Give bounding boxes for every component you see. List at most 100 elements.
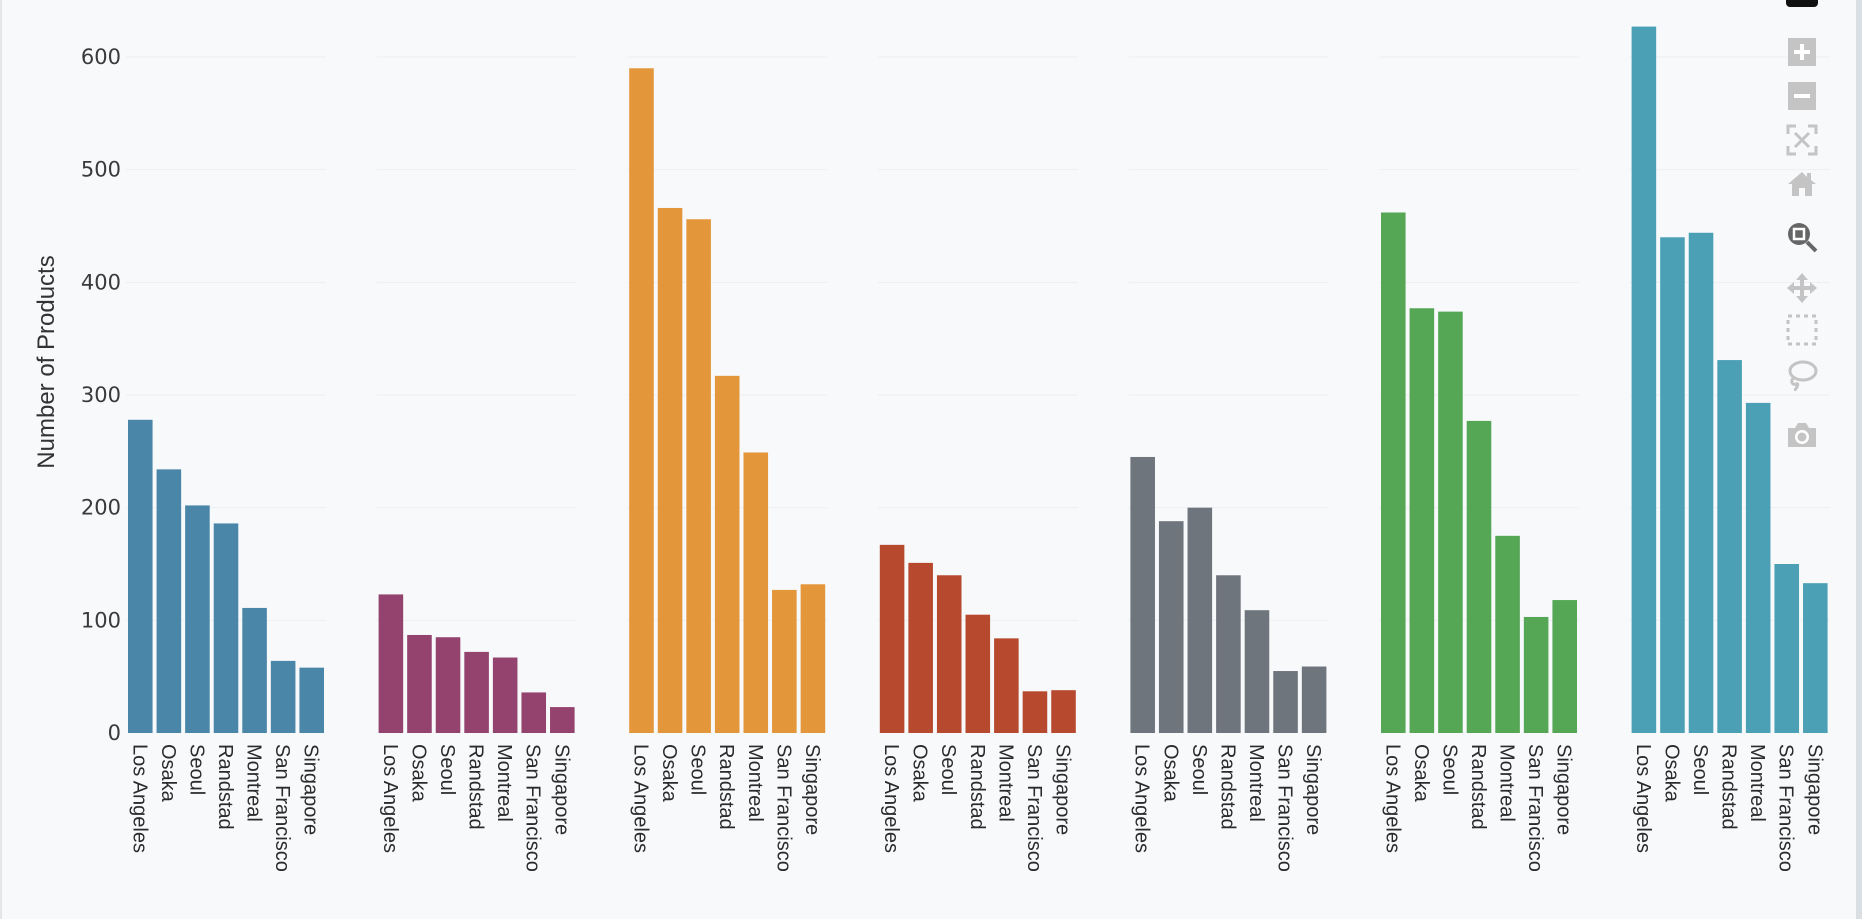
bar-6-singapore[interactable] — [1552, 600, 1577, 733]
x-tick-label: Osaka — [658, 744, 680, 803]
bar-4-san-francisco[interactable] — [1022, 691, 1048, 733]
x-tick-label: San Francisco — [1023, 744, 1045, 872]
x-tick-label: Seoul — [1188, 744, 1210, 795]
lasso-select-button[interactable] — [1784, 360, 1820, 391]
y-tick-label: 400 — [81, 270, 121, 294]
x-axis-labels: Los Angeles Osaka Seoul Randstad Montreal San… — [128, 744, 1825, 872]
y-tick-label: 500 — [81, 158, 121, 182]
autoscale-button[interactable] — [1784, 124, 1820, 156]
bar-7-los-angeles[interactable] — [1631, 26, 1657, 733]
bar-3-san-francisco[interactable] — [772, 589, 797, 733]
bar-4-singapore[interactable] — [1051, 690, 1076, 733]
y-tick-label: 600 — [81, 45, 121, 69]
bar-6-randstad[interactable] — [1466, 420, 1492, 733]
bar-2-osaka[interactable] — [407, 634, 432, 733]
bar-3-los-angeles[interactable] — [629, 68, 654, 734]
plotly-logo-tab[interactable] — [1786, 0, 1818, 7]
bar-6-montreal[interactable] — [1495, 535, 1520, 733]
bar-7-seoul[interactable] — [1688, 232, 1714, 733]
x-tick-label: Montreal — [994, 744, 1016, 822]
x-tick-label: San Francisco — [1775, 744, 1797, 872]
bar-5-los-angeles[interactable] — [1130, 456, 1155, 733]
x-tick-label: Singapore — [1052, 744, 1074, 835]
bar-4-montreal[interactable] — [994, 638, 1019, 733]
bar-4-randstad[interactable] — [965, 614, 991, 733]
bar-5-san-francisco[interactable] — [1273, 671, 1298, 733]
bar-6-san-francisco[interactable] — [1523, 616, 1549, 733]
x-tick-label: Montreal — [1746, 744, 1768, 822]
x-tick-label: Singapore — [1302, 744, 1324, 835]
x-tick-label: Los Angeles — [1632, 744, 1654, 853]
bar-2-san-francisco[interactable] — [521, 692, 547, 733]
bar-5-randstad[interactable] — [1216, 575, 1241, 733]
box-select-button[interactable] — [1784, 314, 1820, 346]
frame-border-left — [0, 0, 2, 919]
bar-1-singapore[interactable] — [299, 667, 324, 733]
x-tick-label: Los Angeles — [1381, 744, 1403, 853]
bar-5-osaka[interactable] — [1158, 521, 1184, 733]
x-tick-label: Osaka — [1159, 744, 1181, 803]
bar-1-randstad[interactable] — [213, 523, 239, 733]
bar-1-los-angeles[interactable] — [128, 419, 153, 733]
bar-7-san-francisco[interactable] — [1774, 564, 1800, 733]
x-tick-label: San Francisco — [772, 744, 794, 872]
x-tick-label: Los Angeles — [1131, 744, 1153, 853]
x-tick-label: Singapore — [300, 744, 322, 835]
x-tick-label: Randstad — [1467, 744, 1489, 830]
pan-button[interactable] — [1784, 273, 1820, 303]
camera-icon — [1788, 423, 1816, 447]
bar-3-randstad[interactable] — [714, 375, 740, 733]
bar-5-singapore[interactable] — [1301, 666, 1327, 733]
bar-1-montreal[interactable] — [242, 607, 267, 733]
x-tick-label: Los Angeles — [379, 744, 401, 853]
bar-4-seoul[interactable] — [936, 575, 962, 733]
reset-axes-button[interactable] — [1784, 169, 1820, 199]
x-tick-label: San Francisco — [522, 744, 544, 872]
bar-7-singapore[interactable] — [1803, 583, 1828, 733]
bar-3-seoul[interactable] — [686, 219, 711, 734]
bar-3-singapore[interactable] — [800, 584, 826, 733]
bar-2-seoul[interactable] — [435, 637, 461, 733]
zoom-in-button[interactable] — [1784, 37, 1820, 67]
bar-4-osaka[interactable] — [908, 562, 933, 733]
bar-5-montreal[interactable] — [1244, 610, 1270, 733]
reset-axes-icon — [1788, 172, 1816, 196]
scrollbar-track[interactable] — [1856, 0, 1862, 919]
x-tick-label: Seoul — [1689, 744, 1711, 795]
x-tick-label: Osaka — [1410, 744, 1432, 803]
bar-6-los-angeles[interactable] — [1381, 212, 1406, 734]
bar-7-montreal[interactable] — [1745, 402, 1771, 733]
zoom-out-button[interactable] — [1784, 81, 1820, 111]
bar-6-osaka[interactable] — [1409, 308, 1435, 733]
bar-2-los-angeles[interactable] — [378, 594, 404, 733]
bar-3-montreal[interactable] — [743, 452, 769, 733]
x-tick-label: Randstad — [1718, 744, 1740, 830]
y-axis-ticks: 0 100 200 300 400 500 600 — [81, 45, 121, 745]
gridlines — [126, 56, 1830, 621]
y-tick-label: 200 — [81, 496, 121, 520]
bar-2-randstad[interactable] — [464, 651, 489, 733]
bar-1-osaka[interactable] — [156, 469, 182, 733]
bar-3-osaka[interactable] — [657, 207, 683, 733]
x-tick-label: Montreal — [493, 744, 515, 822]
bar-4-los-angeles[interactable] — [879, 544, 905, 733]
x-tick-label: San Francisco — [1274, 744, 1296, 872]
x-tick-label: Singapore — [801, 744, 823, 835]
bar-2-singapore[interactable] — [550, 707, 575, 733]
bar-7-osaka[interactable] — [1660, 237, 1685, 733]
x-tick-label: Randstad — [214, 744, 236, 830]
bar-5-seoul[interactable] — [1187, 507, 1213, 733]
bar-2-montreal[interactable] — [492, 657, 518, 733]
bar-6-seoul[interactable] — [1438, 311, 1463, 733]
bar-1-seoul[interactable] — [185, 505, 210, 733]
bar-7-randstad[interactable] — [1717, 360, 1742, 733]
bar-1-san-francisco[interactable] — [270, 660, 296, 733]
download-image-button[interactable] — [1784, 420, 1820, 450]
x-tick-label: San Francisco — [271, 744, 293, 872]
zoom-button[interactable] — [1784, 222, 1820, 253]
y-tick-label: 0 — [108, 721, 121, 745]
x-tick-label: Seoul — [687, 744, 709, 795]
y-tick-label: 300 — [81, 383, 121, 407]
x-tick-label: Montreal — [1245, 744, 1267, 822]
x-tick-label: Seoul — [937, 744, 959, 795]
